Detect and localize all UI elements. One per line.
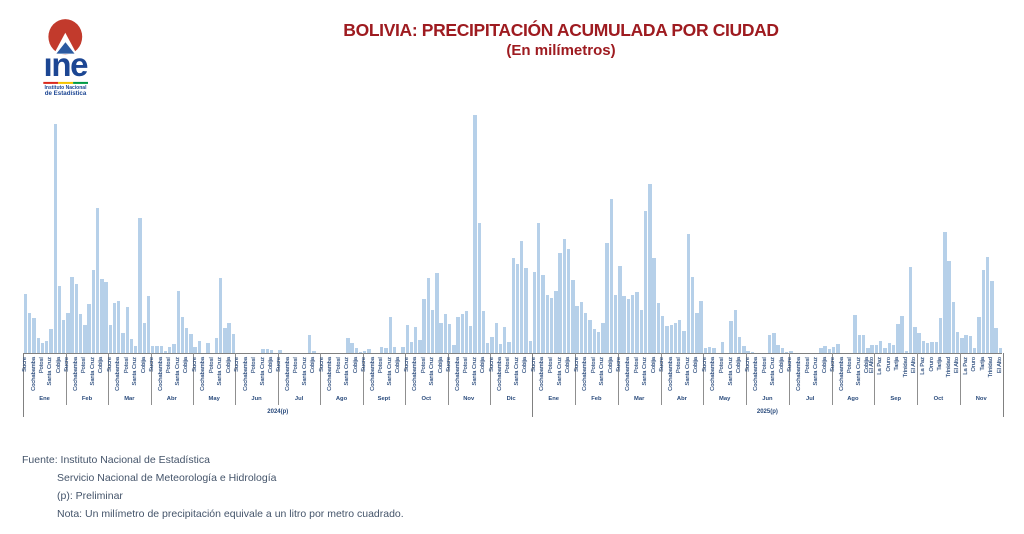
svg-text:ıne: ıne bbox=[44, 46, 89, 83]
svg-text:Instituto Nacional: Instituto Nacional bbox=[45, 85, 88, 91]
svg-text:de Estadística: de Estadística bbox=[45, 90, 87, 97]
